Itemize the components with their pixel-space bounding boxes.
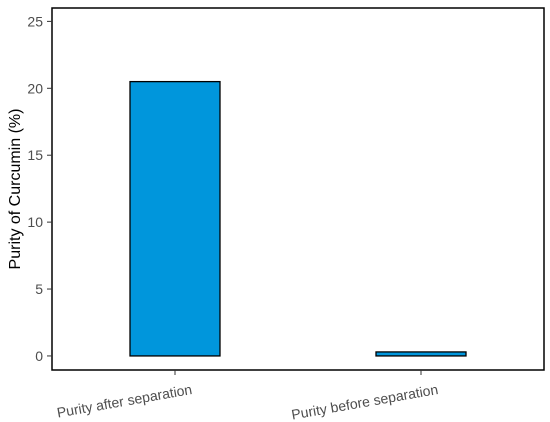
plot-panel <box>51 7 545 371</box>
y-tick-label: 10 <box>27 214 43 230</box>
bars <box>129 80 467 357</box>
y-axis-title: Purity of Curcumin (%) <box>7 109 24 270</box>
y-tick-label: 20 <box>27 80 43 96</box>
x-tick-label: Purity after separation <box>56 381 194 421</box>
y-tick-label: 5 <box>35 281 43 297</box>
y-tick-label: 25 <box>27 13 43 29</box>
y-tick-label: 15 <box>27 147 43 163</box>
bar <box>375 351 467 357</box>
bar <box>129 80 221 357</box>
x-axis: Purity after separation Purity before sep… <box>56 370 439 422</box>
y-tick-label: 0 <box>35 348 43 364</box>
y-axis: 0 5 10 15 20 25 <box>27 13 52 364</box>
x-tick-label: Purity before separation <box>290 381 439 422</box>
